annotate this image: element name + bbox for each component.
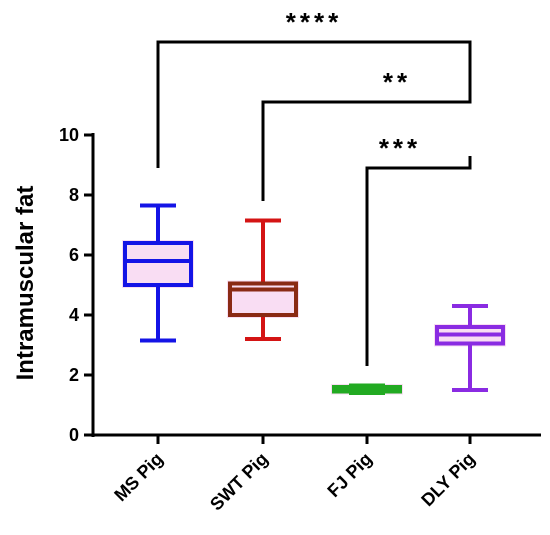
significance-label: *** <box>379 133 421 163</box>
y-axis-label: Intramuscular fat <box>12 186 39 381</box>
significance-bracket <box>156 40 472 168</box>
box-swt-pig <box>228 281 298 317</box>
x-tick-label: SWT Pig <box>206 449 272 515</box>
significance-bracket <box>261 90 472 201</box>
box-ms-pig <box>123 241 193 287</box>
x-tick-label: FJ Pig <box>323 449 375 501</box>
x-tick-label: DLY Pig <box>417 449 479 511</box>
y-tick-label: 2 <box>69 365 79 385</box>
y-tick-label: 0 <box>69 425 79 445</box>
significance-label: ** <box>383 67 411 97</box>
box-halo <box>227 280 299 318</box>
y-tick-label: 4 <box>69 305 79 325</box>
y-tick-label: 8 <box>69 185 79 205</box>
x-tick-label: MS Pig <box>110 449 167 506</box>
box-halo <box>122 240 194 288</box>
y-tick-label: 6 <box>69 245 79 265</box>
y-tick-label: 10 <box>59 125 79 145</box>
significance-label: **** <box>286 7 342 37</box>
significance-bracket <box>365 156 472 366</box>
